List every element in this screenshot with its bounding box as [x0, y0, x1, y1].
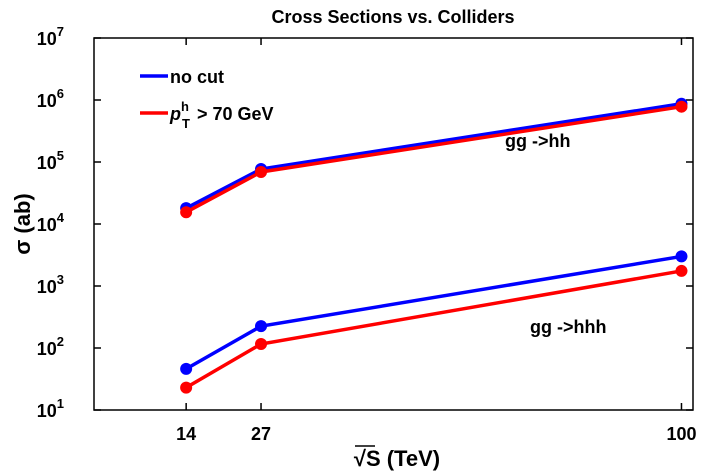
y-tick-exponent: 4 [57, 210, 65, 225]
y-tick-exponent: 7 [57, 24, 64, 39]
series-marker [255, 338, 268, 351]
legend-label: ph T > 70 GeV [169, 99, 274, 131]
y-tick-label: 102 [37, 334, 64, 359]
y-axis-label: σ (ab) [10, 193, 35, 255]
legend-base: p [169, 104, 181, 124]
annotation: gg ->hh [505, 131, 571, 151]
y-tick-exponent: 6 [57, 86, 64, 101]
y-tick-label: 103 [37, 272, 64, 297]
y-tick-exponent: 1 [57, 396, 64, 411]
x-axis-label: √S (TeV) [354, 446, 440, 471]
y-tick-base: 10 [37, 277, 57, 297]
y-tick-exponent: 3 [57, 272, 64, 287]
y-tick-base: 10 [37, 153, 57, 173]
annotation: gg ->hhh [530, 317, 606, 337]
y-tick-base: 10 [37, 91, 57, 111]
y-tick-label: 101 [37, 396, 64, 421]
y-tick-base: 10 [37, 401, 57, 421]
y-tick-exponent: 5 [57, 148, 64, 163]
series-marker [255, 320, 268, 333]
series-marker [675, 100, 688, 113]
y-tick-base: 10 [37, 215, 57, 235]
y-tick-exponent: 2 [57, 334, 64, 349]
x-tick-label: 14 [176, 424, 196, 444]
series-marker [675, 264, 688, 277]
x-tick-label: 27 [251, 424, 271, 444]
series-marker [180, 206, 193, 219]
series-marker [255, 165, 268, 178]
legend-sup: h [181, 99, 189, 114]
plot-frame [93, 37, 694, 411]
series-marker [675, 250, 688, 263]
y-tick-label: 106 [37, 86, 64, 111]
y-tick-base: 10 [37, 339, 57, 359]
y-tick-base: 10 [37, 29, 57, 49]
legend-sub: T [182, 116, 190, 131]
y-tick-label: 105 [37, 148, 64, 173]
series-marker [180, 362, 193, 375]
y-tick-label: 107 [37, 24, 64, 49]
legend-label: no cut [170, 67, 224, 87]
legend-rest: > 70 GeV [192, 104, 274, 124]
chart-title: Cross Sections vs. Colliders [271, 7, 514, 27]
x-tick-label: 100 [666, 424, 696, 444]
y-tick-label: 104 [37, 210, 65, 235]
series-marker [180, 381, 193, 394]
